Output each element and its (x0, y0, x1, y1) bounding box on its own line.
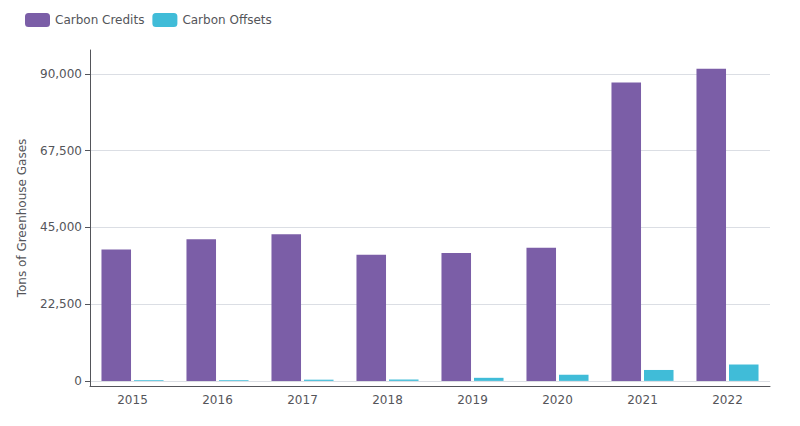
svg-text:Carbon Offsets: Carbon Offsets (182, 13, 271, 27)
svg-text:67,500: 67,500 (40, 144, 82, 158)
svg-text:2021: 2021 (627, 393, 658, 407)
svg-text:2017: 2017 (287, 393, 318, 407)
svg-text:2022: 2022 (712, 393, 743, 407)
svg-text:90,000: 90,000 (40, 67, 82, 81)
svg-text:Tons of Greenhouse Gases: Tons of Greenhouse Gases (15, 139, 29, 299)
svg-text:2015: 2015 (117, 393, 148, 407)
svg-text:2016: 2016 (202, 393, 233, 407)
svg-text:2019: 2019 (457, 393, 488, 407)
svg-text:0: 0 (74, 374, 82, 388)
svg-text:45,000: 45,000 (40, 220, 82, 234)
svg-text:2018: 2018 (372, 393, 403, 407)
svg-text:2020: 2020 (542, 393, 573, 407)
svg-text:Carbon Credits: Carbon Credits (55, 13, 144, 27)
svg-text:22,500: 22,500 (40, 297, 82, 311)
